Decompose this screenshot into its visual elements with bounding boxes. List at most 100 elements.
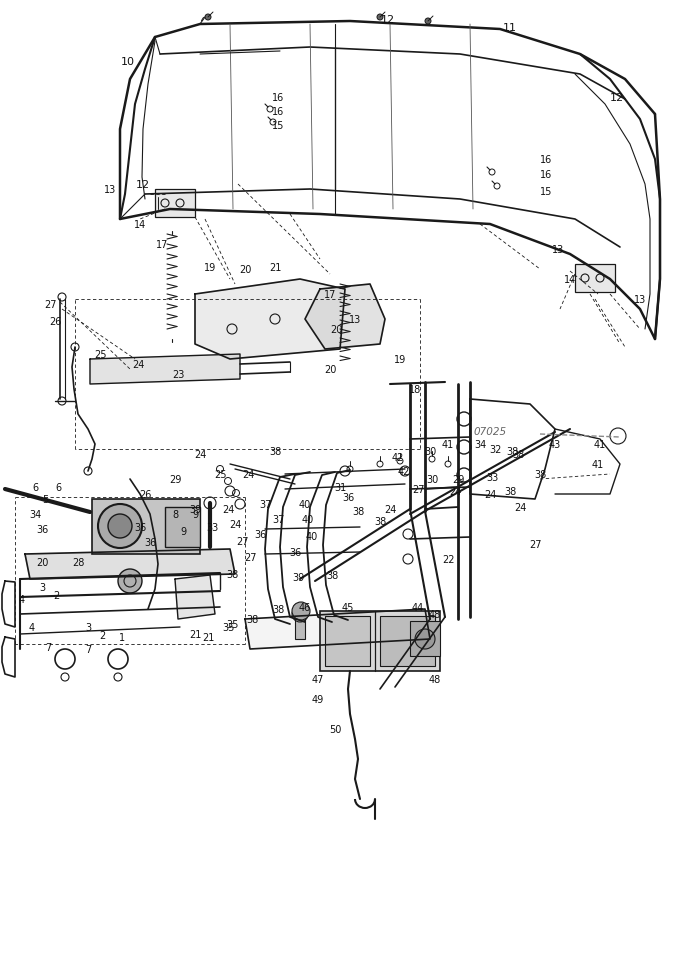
Text: 17: 17 (156, 239, 168, 250)
Text: 4: 4 (19, 594, 25, 605)
Text: 38: 38 (374, 516, 386, 526)
Text: 2: 2 (53, 590, 59, 601)
Text: 40: 40 (299, 499, 311, 510)
Text: 48: 48 (429, 674, 441, 684)
Text: 15: 15 (540, 187, 552, 197)
Bar (325, 616, 370, 667)
Bar (575, 265, 615, 293)
Text: 38: 38 (534, 470, 546, 480)
Text: 24: 24 (449, 486, 461, 496)
Polygon shape (90, 355, 240, 385)
Text: 20: 20 (239, 265, 251, 275)
Text: 41: 41 (592, 459, 604, 470)
Circle shape (377, 15, 383, 21)
Circle shape (118, 570, 142, 593)
Text: 48: 48 (429, 610, 441, 619)
Text: 21: 21 (269, 263, 282, 272)
Text: 10: 10 (121, 57, 135, 67)
Text: 21: 21 (202, 633, 214, 642)
Text: 13: 13 (104, 185, 116, 195)
Bar (320, 611, 440, 672)
Text: 42: 42 (398, 466, 410, 477)
Text: 24: 24 (194, 450, 206, 459)
Text: 11: 11 (503, 23, 517, 33)
Text: 26: 26 (139, 489, 151, 499)
Text: 27: 27 (236, 537, 248, 547)
Text: 13: 13 (634, 295, 646, 304)
Circle shape (98, 505, 142, 548)
Text: 36: 36 (144, 538, 156, 547)
Text: 23: 23 (172, 369, 184, 380)
Text: 8: 8 (172, 510, 178, 519)
Text: 19: 19 (204, 263, 216, 272)
Bar (410, 621, 440, 656)
Text: 20: 20 (36, 557, 48, 568)
Text: 40: 40 (306, 531, 318, 542)
Text: 6: 6 (55, 483, 61, 492)
Text: 39: 39 (189, 505, 201, 515)
Text: 38: 38 (272, 605, 284, 614)
Text: 41: 41 (442, 440, 454, 450)
Text: 43: 43 (549, 440, 561, 450)
Text: 12: 12 (381, 15, 395, 25)
Text: 20: 20 (324, 364, 336, 375)
Text: 27: 27 (44, 299, 56, 310)
Text: 29: 29 (169, 475, 181, 484)
Text: 28: 28 (72, 557, 84, 568)
Text: 27: 27 (529, 540, 541, 549)
Text: 25: 25 (214, 470, 226, 480)
Bar (155, 190, 195, 218)
Text: 24: 24 (483, 489, 496, 499)
Text: 38: 38 (246, 614, 258, 624)
Text: 16: 16 (540, 170, 552, 180)
Text: 24: 24 (384, 505, 396, 515)
Text: 34: 34 (474, 440, 486, 450)
Text: 12: 12 (610, 93, 624, 103)
Text: 20: 20 (330, 325, 342, 334)
Text: 22: 22 (442, 554, 454, 564)
Text: 36: 36 (134, 522, 146, 532)
Text: 9: 9 (192, 510, 198, 519)
Text: 40: 40 (302, 515, 314, 524)
Text: 36: 36 (254, 529, 266, 540)
Text: 46: 46 (299, 603, 311, 612)
Text: 37: 37 (272, 515, 284, 524)
Text: 24: 24 (242, 470, 254, 480)
Text: 27: 27 (243, 552, 256, 562)
Text: 17: 17 (324, 290, 336, 299)
Text: 35: 35 (226, 619, 238, 629)
Text: 32: 32 (489, 445, 501, 454)
Text: 33: 33 (206, 522, 218, 532)
Text: 35: 35 (222, 622, 234, 633)
Text: 45: 45 (342, 603, 354, 612)
Text: 25: 25 (94, 350, 106, 359)
Text: 38: 38 (352, 507, 364, 516)
Text: 3: 3 (39, 582, 45, 592)
Text: 24: 24 (514, 503, 526, 513)
Bar (165, 508, 200, 547)
Text: 29: 29 (452, 475, 464, 484)
Text: 21: 21 (189, 629, 201, 640)
Circle shape (292, 603, 310, 620)
Text: 38: 38 (326, 571, 338, 580)
Text: 50: 50 (329, 724, 341, 735)
Text: 49: 49 (312, 694, 324, 704)
Text: 3: 3 (85, 622, 91, 633)
Text: 36: 36 (36, 524, 48, 535)
Text: 42: 42 (392, 453, 404, 462)
Text: 13: 13 (349, 315, 361, 325)
Text: 24: 24 (228, 519, 241, 529)
Polygon shape (245, 610, 430, 649)
Text: 2: 2 (99, 631, 105, 641)
Text: 14: 14 (564, 275, 576, 285)
Text: 19: 19 (394, 355, 406, 364)
Text: 9: 9 (180, 526, 186, 537)
Text: 18: 18 (409, 385, 421, 394)
Text: 47: 47 (312, 674, 324, 684)
Text: 39: 39 (292, 573, 304, 582)
Text: 34: 34 (29, 510, 41, 519)
Text: 30: 30 (424, 447, 436, 456)
Polygon shape (305, 285, 385, 350)
Text: 7: 7 (45, 642, 51, 652)
Text: 36: 36 (289, 547, 301, 557)
